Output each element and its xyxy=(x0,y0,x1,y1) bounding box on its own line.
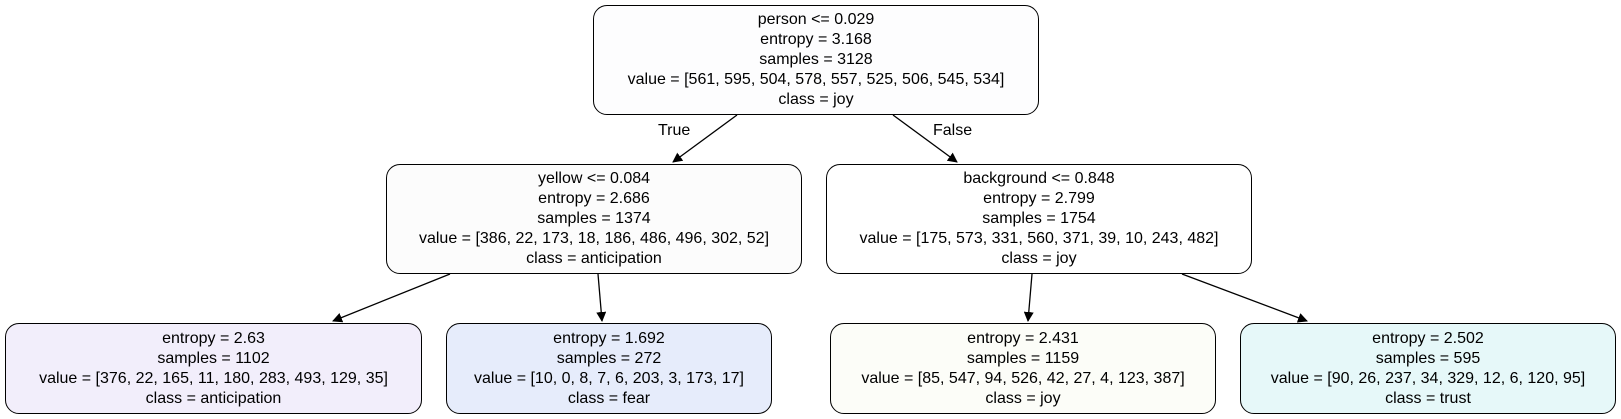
node-value: value = [175, 573, 331, 560, 371, 39, 10… xyxy=(859,230,1219,247)
node-entropy: entropy = 2.799 xyxy=(983,190,1095,207)
node-value: value = [90, 26, 237, 34, 329, 12, 6, 12… xyxy=(1270,369,1586,387)
edge-label-true: True xyxy=(658,122,691,139)
node-samples: samples = 3128 xyxy=(759,51,873,68)
node-entropy: entropy = 2.63 xyxy=(162,329,265,347)
tree-leaf-fear: entropy = 1.692 samples = 272 value = [1… xyxy=(446,323,772,414)
node-samples: samples = 595 xyxy=(1375,349,1481,367)
edge-background-to-leaf-joy xyxy=(1023,273,1034,322)
node-value: value = [10, 0, 8, 7, 6, 203, 3, 173, 17… xyxy=(474,369,744,387)
edge-yellow-to-leaf-fear xyxy=(596,273,607,322)
node-class: class = fear xyxy=(567,389,651,407)
node-class: class = joy xyxy=(778,91,854,108)
node-entropy: entropy = 2.502 xyxy=(1372,329,1484,347)
node-entropy: entropy = 2.431 xyxy=(967,329,1079,347)
node-entropy: entropy = 3.168 xyxy=(760,31,872,48)
tree-leaf-joy: entropy = 2.431 samples = 1159 value = [… xyxy=(830,323,1216,414)
edge-background-to-leaf-trust xyxy=(1181,273,1308,323)
node-class: class = anticipation xyxy=(145,389,282,407)
node-entropy: entropy = 1.692 xyxy=(553,329,665,347)
node-value: value = [386, 22, 173, 18, 186, 486, 496… xyxy=(418,230,770,247)
tree-leaf-anticipation: entropy = 2.63 samples = 1102 value = [3… xyxy=(5,323,422,414)
node-class: class = joy xyxy=(1001,250,1077,267)
tree-node-root: person <= 0.029 entropy = 3.168 samples … xyxy=(593,5,1039,115)
node-class: class = anticipation xyxy=(526,250,662,267)
edge-label-false: False xyxy=(933,122,973,139)
node-split-rule: yellow <= 0.084 xyxy=(537,170,651,187)
node-class: class = joy xyxy=(985,389,1061,407)
node-value: value = [85, 547, 94, 526, 42, 27, 4, 12… xyxy=(861,369,1185,387)
tree-node-yellow-split: yellow <= 0.084 entropy = 2.686 samples … xyxy=(386,164,802,274)
node-split-rule: person <= 0.029 xyxy=(757,11,875,28)
node-samples: samples = 1374 xyxy=(537,210,651,227)
node-samples: samples = 1754 xyxy=(982,210,1096,227)
node-value: value = [376, 22, 165, 11, 180, 283, 493… xyxy=(39,369,388,387)
node-samples: samples = 1159 xyxy=(966,349,1080,367)
tree-leaf-trust: entropy = 2.502 samples = 595 value = [9… xyxy=(1240,323,1616,414)
node-split-rule: background <= 0.848 xyxy=(963,170,1115,187)
node-entropy: entropy = 2.686 xyxy=(538,190,650,207)
edge-root-to-background xyxy=(892,114,958,163)
node-samples: samples = 272 xyxy=(556,349,662,367)
node-samples: samples = 1102 xyxy=(157,349,270,367)
node-value: value = [561, 595, 504, 578, 557, 525, 5… xyxy=(627,71,1005,88)
node-class: class = trust xyxy=(1385,389,1471,407)
edge-yellow-to-leaf-anticipation xyxy=(332,273,451,323)
tree-node-background-split: background <= 0.848 entropy = 2.799 samp… xyxy=(826,164,1252,274)
edge-root-to-yellow xyxy=(672,114,738,163)
